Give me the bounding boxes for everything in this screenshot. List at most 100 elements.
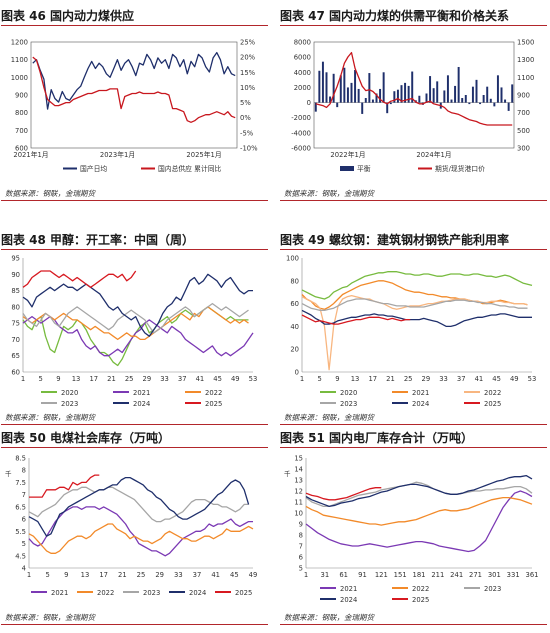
bar-mark	[386, 102, 389, 114]
y-tick-label: 60	[11, 369, 20, 377]
y-tick-label: 75	[11, 320, 20, 328]
x-tick-label: 21	[118, 571, 127, 579]
bar-mark	[343, 67, 346, 103]
legend-label: 2024	[340, 596, 357, 604]
y-tick-label: 80	[290, 277, 299, 285]
x-tick-label: 25	[125, 375, 134, 383]
x-tick-label: 181	[413, 571, 426, 579]
bar-mark	[504, 99, 507, 103]
y-tick-label: 14	[294, 466, 303, 474]
x-tick-label: 1	[300, 375, 304, 383]
bar-mark	[400, 85, 403, 103]
chart-title: 图表 47 国内动力煤的供需平衡和价格关系	[280, 8, 547, 26]
y2-tick-label: 25%	[240, 39, 256, 47]
legend-label: 2022	[412, 585, 429, 593]
y-tick-label: 1100	[11, 56, 28, 64]
y-tick-label: 65	[11, 352, 20, 360]
y-tick-label: -6000	[291, 145, 311, 153]
y-tick-label: 100	[286, 255, 299, 263]
x-tick-label: 13	[351, 375, 360, 383]
bar-mark	[493, 102, 496, 107]
y2-tick-label: 15%	[240, 69, 256, 77]
y2-tick-label: 500	[517, 127, 530, 135]
x-tick-label: 17	[89, 375, 98, 383]
x-tick-label: 33	[439, 375, 448, 383]
legend-label: 2025	[412, 596, 429, 604]
x-tick-label: 31	[321, 571, 330, 579]
x-tick-label: 25	[404, 375, 413, 383]
y2-tick-label: -10%	[240, 145, 258, 153]
x-tick-label: 1	[27, 571, 31, 579]
source-note: 数据来源：钢联，金瑞期货	[284, 413, 374, 422]
y2-tick-label: -5%	[240, 129, 254, 137]
bar-mark	[500, 87, 503, 103]
x-tick-label: 121	[375, 571, 388, 579]
bar-mark	[468, 102, 471, 105]
y-tick-label: 6	[22, 516, 26, 524]
x-tick-label: 5	[318, 375, 322, 383]
x-tick-label: 29	[155, 571, 164, 579]
series-line-2025	[301, 314, 411, 325]
x-tick-label: 5	[39, 375, 43, 383]
legend-label: 2023	[143, 589, 160, 597]
y2-tick-label: 10%	[240, 84, 256, 92]
y-tick-label: 1000	[11, 74, 28, 82]
x-tick-label: 33	[174, 571, 183, 579]
chart-title: 图表 48 甲醇：开工率：中国（周）	[1, 232, 268, 250]
bar-mark	[486, 86, 489, 103]
legend-label: 平衡	[357, 164, 371, 173]
y-tick-label: 8	[22, 467, 26, 475]
bar-mark	[371, 99, 374, 103]
y-tick-label: 4000	[294, 69, 311, 77]
y-tick-label: 15	[294, 455, 303, 463]
series-line-2023	[22, 302, 249, 334]
series-line-2024	[22, 273, 253, 337]
legend-label: 2020	[61, 389, 78, 397]
x-tick-label: 241	[450, 571, 463, 579]
divider	[1, 424, 268, 425]
bar-mark	[314, 102, 317, 112]
legend-label: 国内总供应 累计同比	[158, 164, 222, 173]
legend-label: 2024	[412, 400, 429, 408]
bar-mark	[489, 98, 492, 103]
divider	[1, 624, 268, 625]
bar-mark	[511, 84, 514, 103]
divider	[1, 200, 268, 201]
x-tick-label: 33	[160, 375, 169, 383]
legend-label: 2025	[484, 400, 501, 408]
bar-mark	[346, 87, 349, 103]
y-tick-label: 80	[11, 303, 20, 311]
x-tick-label: 29	[422, 375, 431, 383]
chart-title: 图表 51 国内电厂库存合计（万吨）	[280, 430, 547, 448]
series-line-2023	[301, 298, 528, 312]
y-tick-label: 900	[15, 92, 28, 100]
x-tick-label: 2022年1月	[330, 150, 365, 159]
y-unit-label: 千	[5, 469, 12, 478]
x-tick-label: 21	[386, 375, 395, 383]
y-tick-label: 20	[290, 346, 299, 354]
x-tick-label: 17	[99, 571, 108, 579]
series-line-国内总供应 累计同比	[32, 56, 236, 123]
y-tick-label: -2000	[291, 114, 311, 122]
x-tick-label: 21	[107, 375, 116, 383]
y-tick-label: 11	[294, 499, 303, 507]
series-line-2022	[301, 294, 528, 371]
series-line-国产日均	[32, 51, 236, 110]
bar-mark	[354, 70, 357, 103]
legend-swatch	[340, 166, 354, 171]
series-line-2021	[301, 280, 528, 310]
bar-mark	[339, 75, 342, 103]
bar-mark	[357, 88, 360, 103]
bar-mark	[450, 99, 453, 103]
bar-mark	[396, 89, 399, 103]
y-tick-label: 6	[299, 554, 303, 562]
x-tick-label: 9	[64, 571, 68, 579]
x-tick-label: 5	[46, 571, 50, 579]
x-tick-label: 1	[304, 571, 308, 579]
legend-label: 2022	[484, 389, 501, 397]
y-tick-label: 85	[11, 287, 20, 295]
x-tick-label: 49	[231, 375, 240, 383]
series-line-2024	[28, 476, 250, 537]
bar-mark	[479, 102, 482, 105]
legend-label: 2021	[340, 585, 357, 593]
